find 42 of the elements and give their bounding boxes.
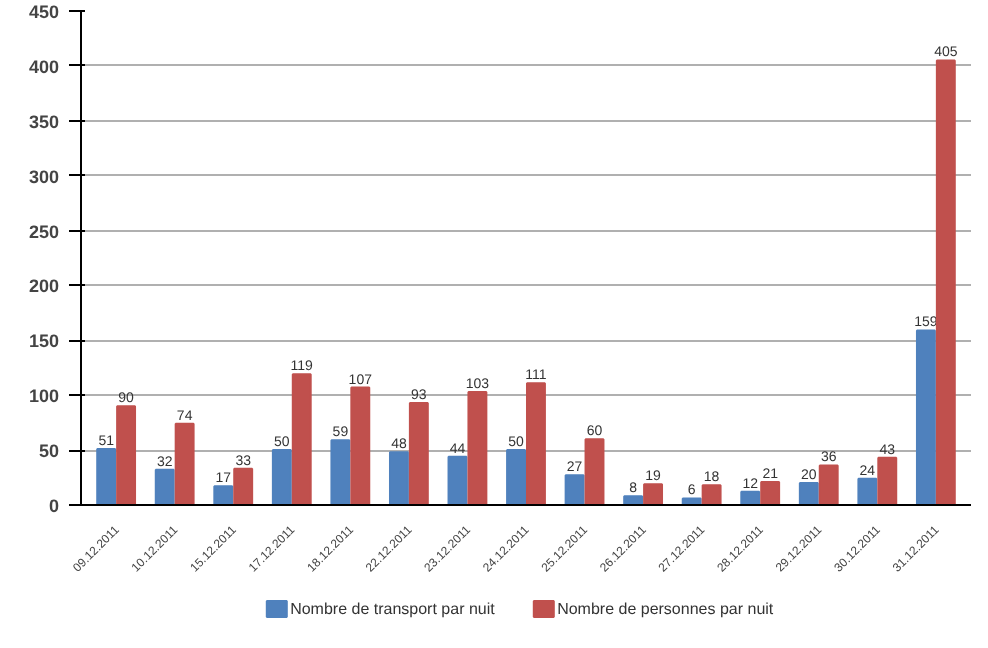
y-tick-label: 100 bbox=[28, 386, 60, 407]
bar bbox=[271, 449, 292, 505]
bar bbox=[526, 382, 546, 505]
bar bbox=[388, 451, 409, 505]
bar bbox=[818, 464, 839, 505]
bar bbox=[233, 467, 254, 505]
bar bbox=[701, 484, 722, 505]
y-tick-label: 250 bbox=[28, 221, 60, 242]
bar bbox=[584, 438, 605, 505]
bar bbox=[857, 477, 878, 505]
bar bbox=[96, 448, 117, 505]
bar bbox=[564, 474, 585, 505]
y-tick-label: 350 bbox=[28, 111, 60, 132]
y-tick-label: 0 bbox=[48, 496, 60, 516]
bar bbox=[643, 483, 664, 505]
y-tick-label: 50 bbox=[38, 441, 60, 462]
bar bbox=[408, 401, 429, 505]
bar bbox=[154, 468, 175, 505]
bar bbox=[350, 386, 371, 505]
y-tick-label: 300 bbox=[28, 166, 60, 187]
bar bbox=[213, 485, 234, 505]
bar bbox=[506, 449, 526, 505]
bar bbox=[623, 495, 644, 505]
y-tick-label: 400 bbox=[28, 56, 60, 77]
bar bbox=[467, 390, 488, 505]
bar bbox=[174, 422, 195, 505]
bar bbox=[116, 405, 137, 505]
bar bbox=[291, 373, 312, 505]
y-tick-label: 200 bbox=[28, 276, 60, 297]
bar bbox=[681, 497, 702, 505]
legend-label: Nombre de transport par nuit bbox=[290, 600, 497, 618]
bar bbox=[877, 456, 898, 505]
y-tick-label: 150 bbox=[28, 331, 60, 352]
bar bbox=[915, 329, 936, 505]
bar bbox=[330, 439, 351, 505]
y-tick-label: 450 bbox=[28, 2, 60, 22]
bar bbox=[447, 455, 468, 505]
bar bbox=[760, 480, 781, 505]
legend-label: Nombre de personnes par nuit bbox=[557, 600, 775, 618]
bar bbox=[740, 490, 761, 505]
bar bbox=[798, 482, 819, 505]
bar bbox=[935, 59, 956, 505]
